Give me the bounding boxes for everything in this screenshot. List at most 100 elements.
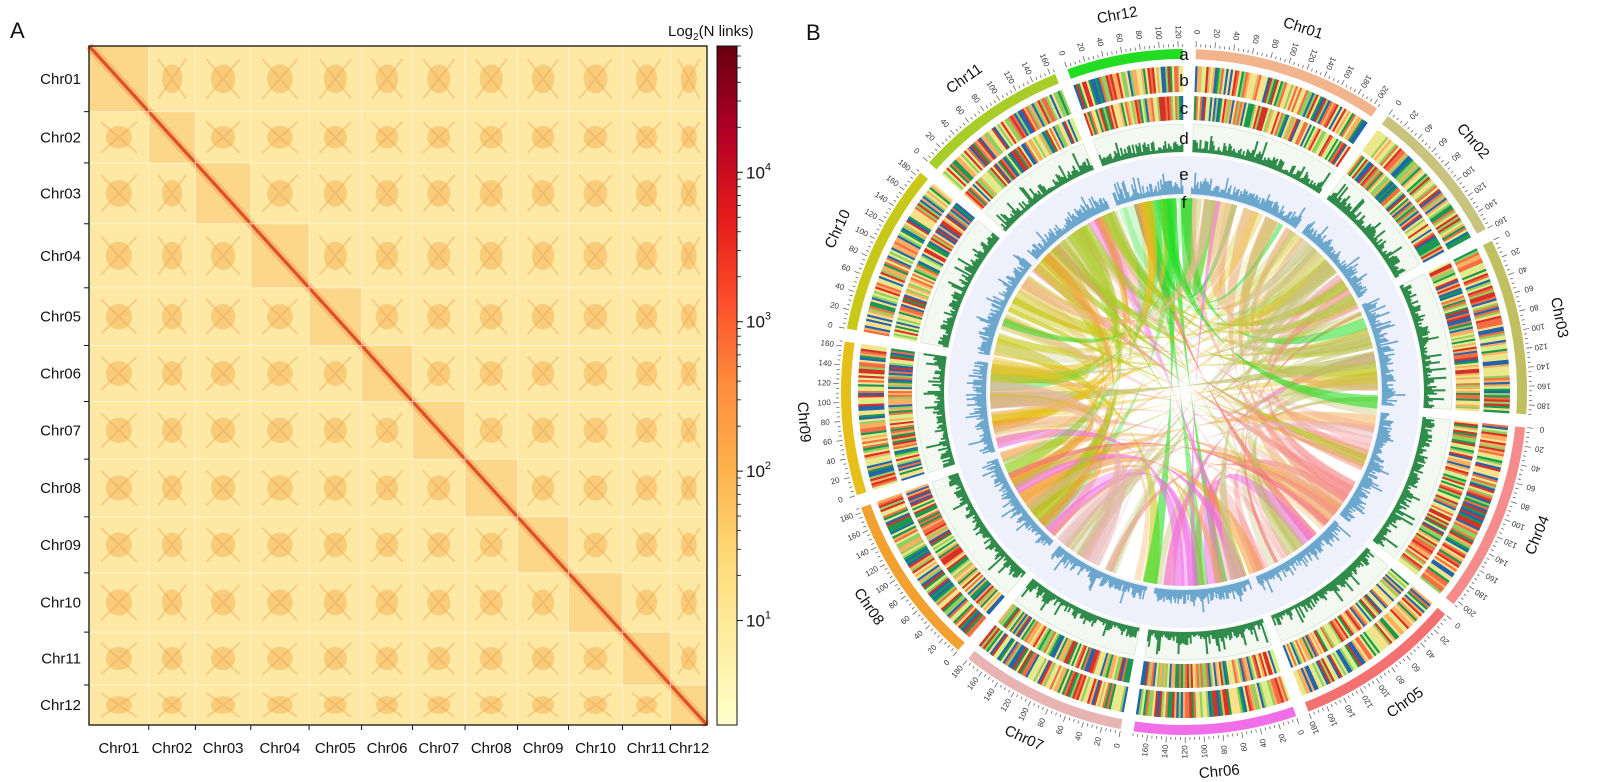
track-e-bar <box>982 378 987 381</box>
track-d-bar <box>1423 376 1429 379</box>
track-d-bar <box>977 258 984 263</box>
position-tick <box>1517 478 1521 480</box>
track-e-bar <box>978 420 989 424</box>
track-d-bar <box>1013 214 1019 220</box>
track-e-bar <box>983 434 991 438</box>
track-c-bin <box>920 254 943 268</box>
track-e-bar <box>1031 251 1039 259</box>
track-d-bar <box>966 280 971 284</box>
contact-cross <box>100 527 138 563</box>
track-c-bin <box>1156 97 1161 122</box>
track-c-bin <box>1375 583 1395 602</box>
track-d-bar <box>1272 158 1279 170</box>
track-e-bar <box>1069 556 1075 563</box>
track-d-bar <box>1243 624 1247 630</box>
position-tick <box>1492 545 1496 547</box>
track-c-bin <box>1259 107 1269 132</box>
track-d-bar <box>943 311 957 318</box>
track-d-bar <box>1119 147 1125 160</box>
track-b-bin <box>1373 139 1393 162</box>
track-c-bin <box>947 211 969 229</box>
track-b-bin <box>1203 691 1208 718</box>
position-tick <box>1366 96 1369 100</box>
track-d-bar <box>1400 494 1408 499</box>
position-tick <box>1088 57 1090 61</box>
track-e-bar <box>1375 440 1384 444</box>
position-tick <box>962 659 968 666</box>
contact-cross <box>261 584 299 621</box>
track-b-bin <box>1261 77 1271 103</box>
track-d-bar <box>1071 604 1075 609</box>
position-tick <box>1523 328 1530 330</box>
track-b-bin <box>1474 463 1501 473</box>
track-c-bin <box>1445 310 1470 320</box>
track-b-bin <box>882 506 908 519</box>
track-b-bin <box>910 555 934 572</box>
track-b-bin <box>1283 84 1295 110</box>
position-tick <box>862 530 869 534</box>
track-c-bin <box>1455 370 1480 375</box>
track-d-bar <box>1246 623 1251 631</box>
position-tick <box>1322 707 1324 711</box>
track-c-bin <box>1119 657 1127 682</box>
track-d-bar <box>1379 250 1384 255</box>
track-d-bar <box>972 522 984 531</box>
track-d-bar <box>1423 376 1447 380</box>
track-e-bar <box>990 312 1002 318</box>
track-c-bin <box>1413 233 1436 249</box>
track-c-bin <box>888 368 913 373</box>
track-c-bin <box>1384 191 1404 210</box>
track-d-bar <box>985 540 997 550</box>
track-e-bar <box>1090 196 1100 214</box>
position-tick <box>843 317 847 320</box>
track-c-bin <box>1025 140 1041 163</box>
track-d-bar <box>1360 226 1366 232</box>
track-b-bin <box>1166 691 1171 718</box>
track-b-bin <box>1383 148 1403 170</box>
track-d-bar <box>938 342 949 347</box>
track-b-bin <box>1476 457 1503 466</box>
position-tick-label: 100 <box>1017 706 1031 722</box>
synteny-link <box>1103 210 1373 355</box>
track-e-bar <box>1012 270 1023 279</box>
track-d-bar <box>1096 616 1100 621</box>
track-d-bar <box>1134 627 1139 638</box>
contact-block <box>375 64 399 94</box>
track-c-bin <box>900 303 925 313</box>
track-c-bin <box>1065 641 1077 664</box>
chromosome-name: Chr10 <box>822 207 855 251</box>
position-tick <box>1506 268 1510 271</box>
track-c-bin <box>999 159 1016 180</box>
track-d-bar <box>1422 360 1432 364</box>
track-b-bin <box>862 444 889 452</box>
track-c-bin <box>1452 344 1477 351</box>
track-d-bar <box>1413 318 1424 324</box>
track-d-bar <box>1423 382 1431 385</box>
track-c-bin <box>949 558 971 576</box>
track-e-bar <box>1348 501 1363 512</box>
track-d-bar <box>1004 554 1009 558</box>
track-b-bin <box>1453 521 1478 536</box>
x-tick-label: Chr07 <box>418 740 459 757</box>
track-d-bar <box>1146 629 1151 642</box>
track-b-bin <box>1321 101 1336 127</box>
position-tick <box>1364 685 1367 689</box>
track-d-bar <box>1055 180 1061 188</box>
track-c-bin <box>907 284 931 296</box>
position-tick <box>1246 731 1248 735</box>
contact-block <box>323 417 347 444</box>
track-d-bar <box>1384 521 1390 526</box>
track-b-bin <box>927 577 950 596</box>
track-d-bar <box>1227 627 1232 641</box>
track-b-bin <box>1471 475 1498 486</box>
track-e-bar <box>1373 448 1383 453</box>
track-c-bin <box>1013 614 1030 636</box>
track-d-bar <box>1316 172 1331 193</box>
position-tick <box>1431 147 1437 153</box>
track-d-bar <box>1421 424 1433 429</box>
track-c-bin <box>892 440 917 448</box>
track-c-bin <box>1441 297 1466 307</box>
track-e-bar <box>1098 199 1105 212</box>
track-b-bin <box>858 366 885 371</box>
track-b-bin <box>1472 473 1498 484</box>
